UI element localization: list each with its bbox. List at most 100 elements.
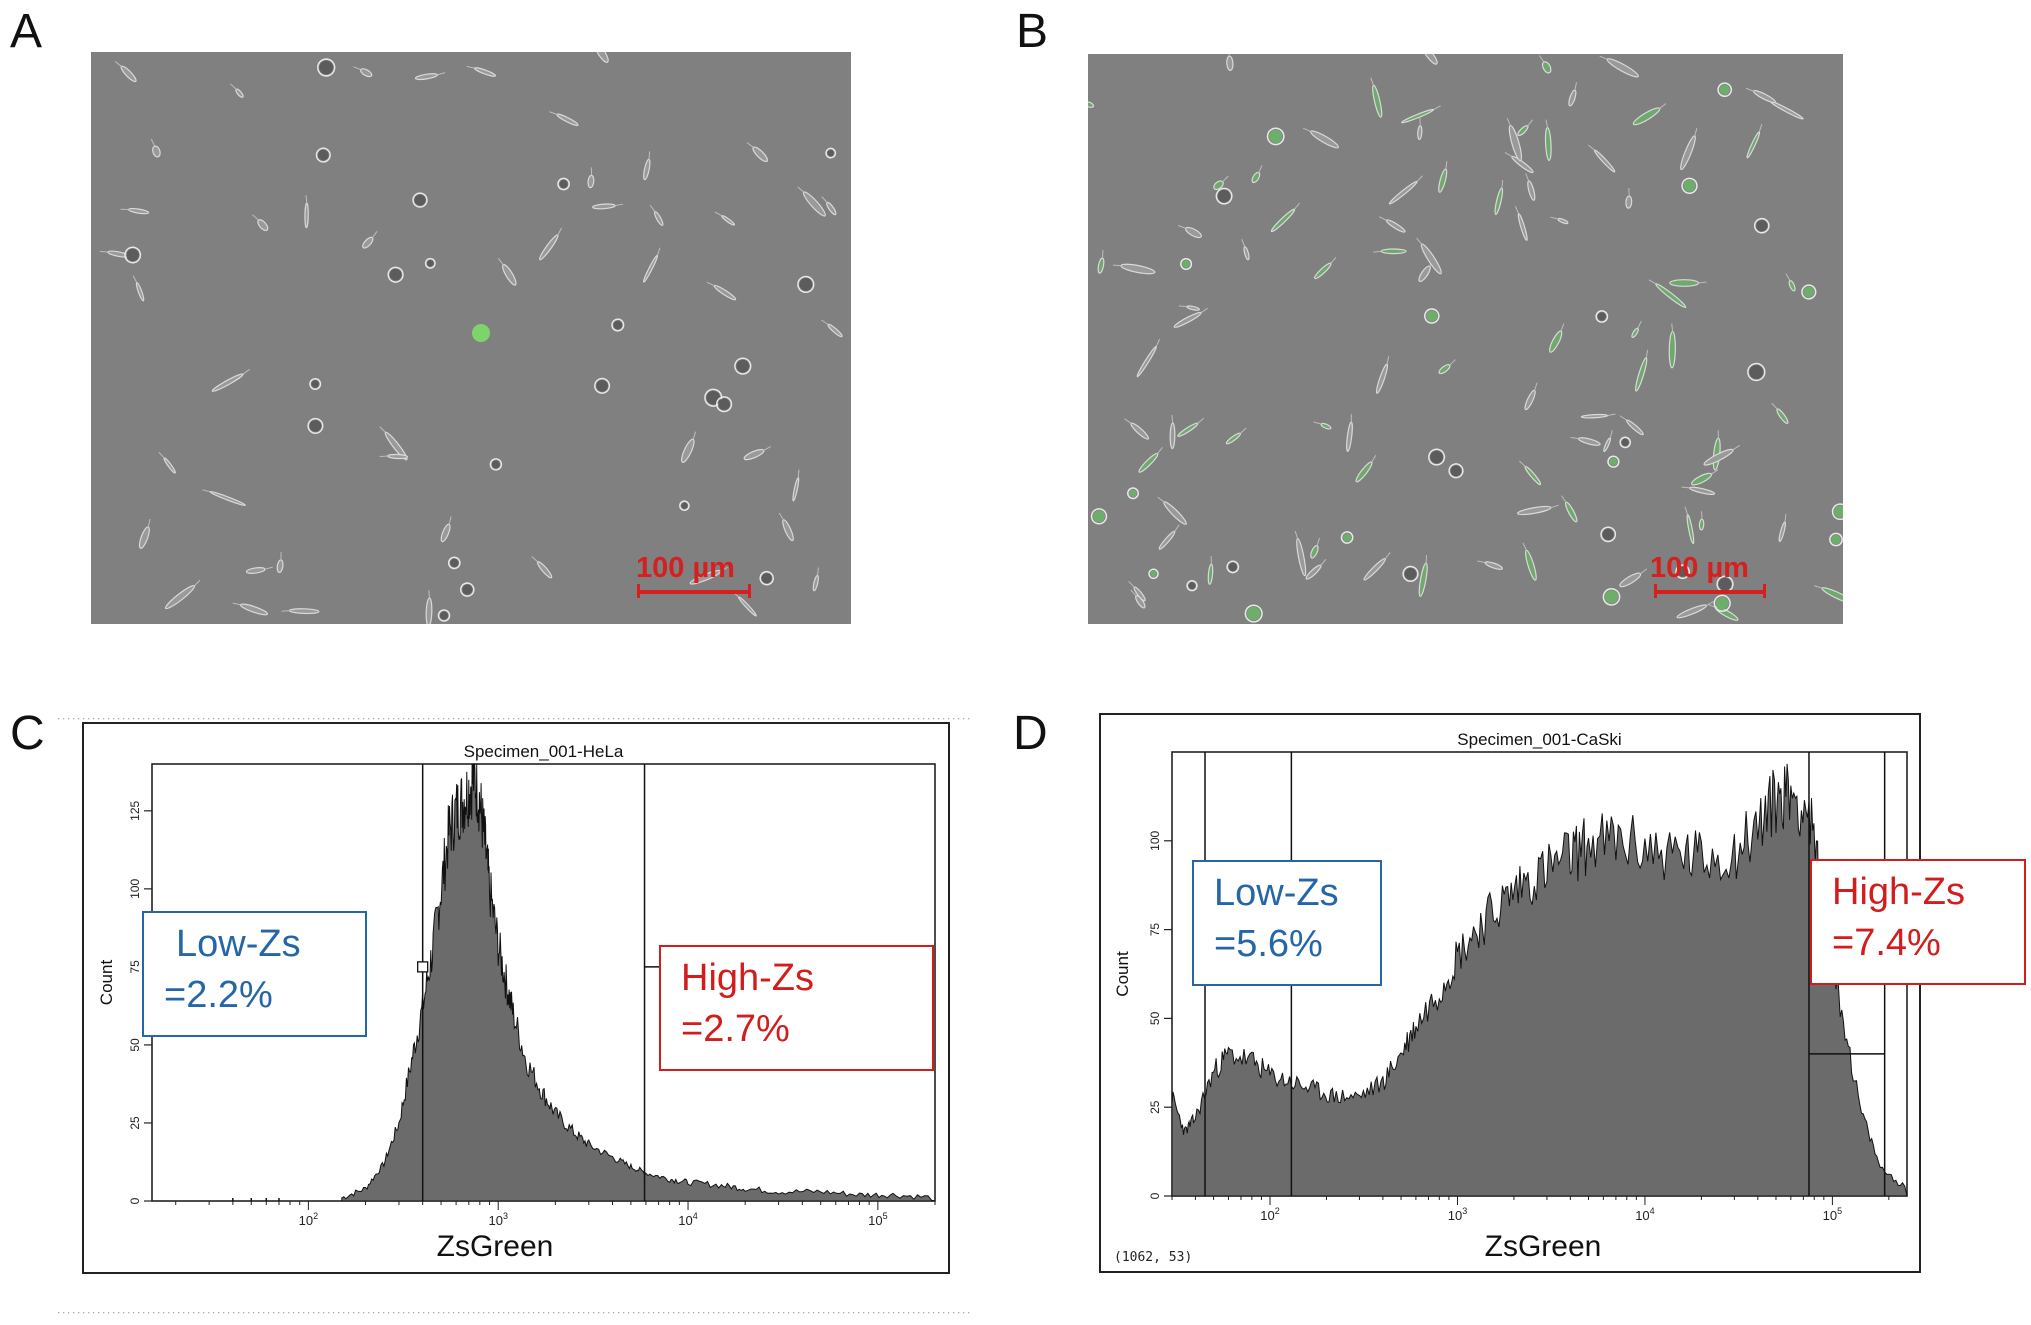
cell <box>1619 568 1648 588</box>
cell <box>714 211 736 226</box>
cell <box>706 281 737 301</box>
cell <box>1244 604 1263 623</box>
cell <box>1424 308 1440 324</box>
cell <box>1186 580 1198 592</box>
cell <box>1314 256 1337 280</box>
cell <box>440 516 452 543</box>
cell <box>1088 100 1095 108</box>
cell <box>1138 446 1163 473</box>
cell <box>587 167 595 189</box>
cell <box>592 203 624 210</box>
cell <box>1680 127 1698 171</box>
cell <box>1097 250 1105 274</box>
cell <box>531 556 553 579</box>
cell <box>114 61 137 83</box>
cell <box>734 357 752 375</box>
cell <box>1340 531 1354 544</box>
cell <box>594 377 611 394</box>
cell <box>1514 206 1528 241</box>
x-tick-label: 105 <box>868 1211 887 1228</box>
x-tick-label: 104 <box>1635 1206 1654 1223</box>
cell <box>1560 495 1578 523</box>
cell <box>1303 127 1340 149</box>
x-tick-label: 103 <box>488 1211 507 1228</box>
cell <box>812 567 819 592</box>
cell <box>1698 511 1705 531</box>
y-tick-label: 75 <box>1148 923 1162 937</box>
y-axis-title: Count <box>1113 951 1132 997</box>
cell <box>1568 82 1577 107</box>
cell <box>1416 237 1442 275</box>
y-axis-title: Count <box>97 960 116 1006</box>
scale-bar-a <box>637 584 751 598</box>
cell <box>447 556 461 570</box>
low-zs-label-c: Low-Zs <box>176 923 301 965</box>
cell <box>1516 504 1559 516</box>
x-tick-label: 102 <box>299 1211 318 1228</box>
cell <box>158 451 176 474</box>
cell <box>1438 160 1448 193</box>
cell <box>497 257 517 286</box>
cell <box>611 318 625 332</box>
cell <box>425 589 433 624</box>
cell <box>1112 263 1156 275</box>
cell <box>1402 565 1419 583</box>
y-tick-label: 100 <box>128 879 142 899</box>
micrograph-caski: 100 µm <box>1088 54 1843 624</box>
cell <box>1178 305 1200 311</box>
cell <box>1355 454 1377 483</box>
cell <box>759 570 774 586</box>
cell <box>362 230 378 249</box>
cell <box>1519 460 1542 486</box>
cell <box>1681 177 1698 194</box>
cell <box>1310 537 1320 559</box>
cell <box>557 177 570 191</box>
cell <box>276 551 284 574</box>
cell <box>387 266 404 283</box>
cell <box>1251 165 1263 184</box>
cell <box>1676 601 1714 619</box>
cell <box>120 207 150 215</box>
cell <box>1595 310 1609 323</box>
cell <box>1713 594 1731 612</box>
cell <box>1648 279 1687 308</box>
cell <box>1632 103 1667 126</box>
cell <box>138 519 151 549</box>
cell <box>202 489 246 507</box>
cell <box>1378 216 1406 233</box>
cell <box>379 453 409 460</box>
cell <box>1607 455 1620 468</box>
cell <box>1771 402 1789 424</box>
cell <box>1477 560 1503 570</box>
cell <box>1370 77 1383 118</box>
high-zs-value-d: =7.4% <box>1832 922 1941 965</box>
y-tick-label: 50 <box>128 1038 142 1052</box>
cell <box>1570 437 1601 446</box>
cell <box>1691 469 1719 486</box>
cell <box>1207 556 1214 585</box>
cell <box>1400 105 1441 124</box>
x-axis-title-d: ZsGreen <box>1448 1230 1638 1264</box>
cell <box>1241 239 1250 261</box>
scale-bar-label-b: 100 µm <box>1650 552 1749 584</box>
cell <box>460 582 475 597</box>
cell <box>1388 175 1423 205</box>
y-tick-label: 25 <box>128 1116 142 1130</box>
y-tick-label: 125 <box>128 800 142 820</box>
cell <box>1270 202 1300 233</box>
cell <box>1363 552 1391 581</box>
cell <box>466 65 497 77</box>
cell <box>1428 448 1446 466</box>
cell <box>1178 225 1202 239</box>
cell <box>1814 585 1843 605</box>
cell <box>412 192 428 208</box>
cell <box>1157 496 1187 525</box>
cell <box>1747 362 1766 382</box>
cell <box>317 58 336 77</box>
cell <box>124 246 142 264</box>
cell <box>1831 503 1843 521</box>
cell <box>150 138 161 158</box>
green-fluorescent-cell <box>472 324 490 342</box>
low-zs-value-c: =2.2% <box>164 974 273 1017</box>
